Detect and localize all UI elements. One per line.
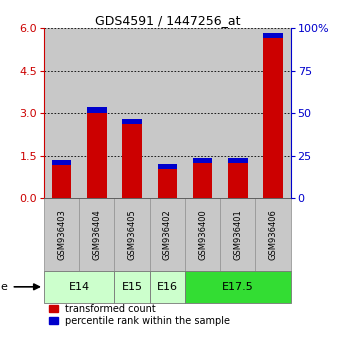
Bar xyxy=(44,271,115,303)
Bar xyxy=(263,33,283,198)
Text: E17.5: E17.5 xyxy=(222,282,254,292)
Bar xyxy=(44,28,79,198)
Bar xyxy=(150,271,185,303)
Bar xyxy=(220,28,256,198)
Text: GSM936400: GSM936400 xyxy=(198,209,207,260)
Bar xyxy=(79,198,115,271)
Bar xyxy=(115,28,150,198)
Bar xyxy=(158,164,177,198)
Bar xyxy=(52,160,71,198)
Bar xyxy=(220,198,256,271)
Bar xyxy=(193,158,212,162)
Bar xyxy=(158,164,177,169)
Text: E14: E14 xyxy=(69,282,90,292)
Bar xyxy=(256,28,291,198)
Bar xyxy=(87,108,106,198)
Text: E15: E15 xyxy=(122,282,143,292)
Bar xyxy=(44,198,79,271)
Text: GSM936405: GSM936405 xyxy=(127,209,137,260)
Text: GSM936406: GSM936406 xyxy=(269,209,277,260)
Bar xyxy=(228,158,247,198)
Text: GSM936402: GSM936402 xyxy=(163,209,172,260)
Text: age: age xyxy=(0,282,39,292)
Bar xyxy=(150,28,185,198)
Bar xyxy=(150,198,185,271)
Bar xyxy=(52,160,71,165)
Text: GSM936401: GSM936401 xyxy=(233,209,242,260)
Text: E16: E16 xyxy=(157,282,178,292)
Bar xyxy=(228,158,247,162)
Title: GDS4591 / 1447256_at: GDS4591 / 1447256_at xyxy=(95,14,240,27)
Bar xyxy=(115,271,150,303)
Bar xyxy=(122,119,142,198)
Bar xyxy=(193,158,212,198)
Legend: transformed count, percentile rank within the sample: transformed count, percentile rank withi… xyxy=(49,304,230,326)
Bar xyxy=(79,28,115,198)
Bar xyxy=(263,33,283,38)
Bar xyxy=(115,198,150,271)
Bar xyxy=(256,198,291,271)
Bar xyxy=(185,271,291,303)
Bar xyxy=(122,119,142,125)
Bar xyxy=(87,108,106,113)
Bar xyxy=(185,28,220,198)
Text: GSM936403: GSM936403 xyxy=(57,209,66,260)
Text: GSM936404: GSM936404 xyxy=(92,209,101,260)
Bar xyxy=(185,198,220,271)
